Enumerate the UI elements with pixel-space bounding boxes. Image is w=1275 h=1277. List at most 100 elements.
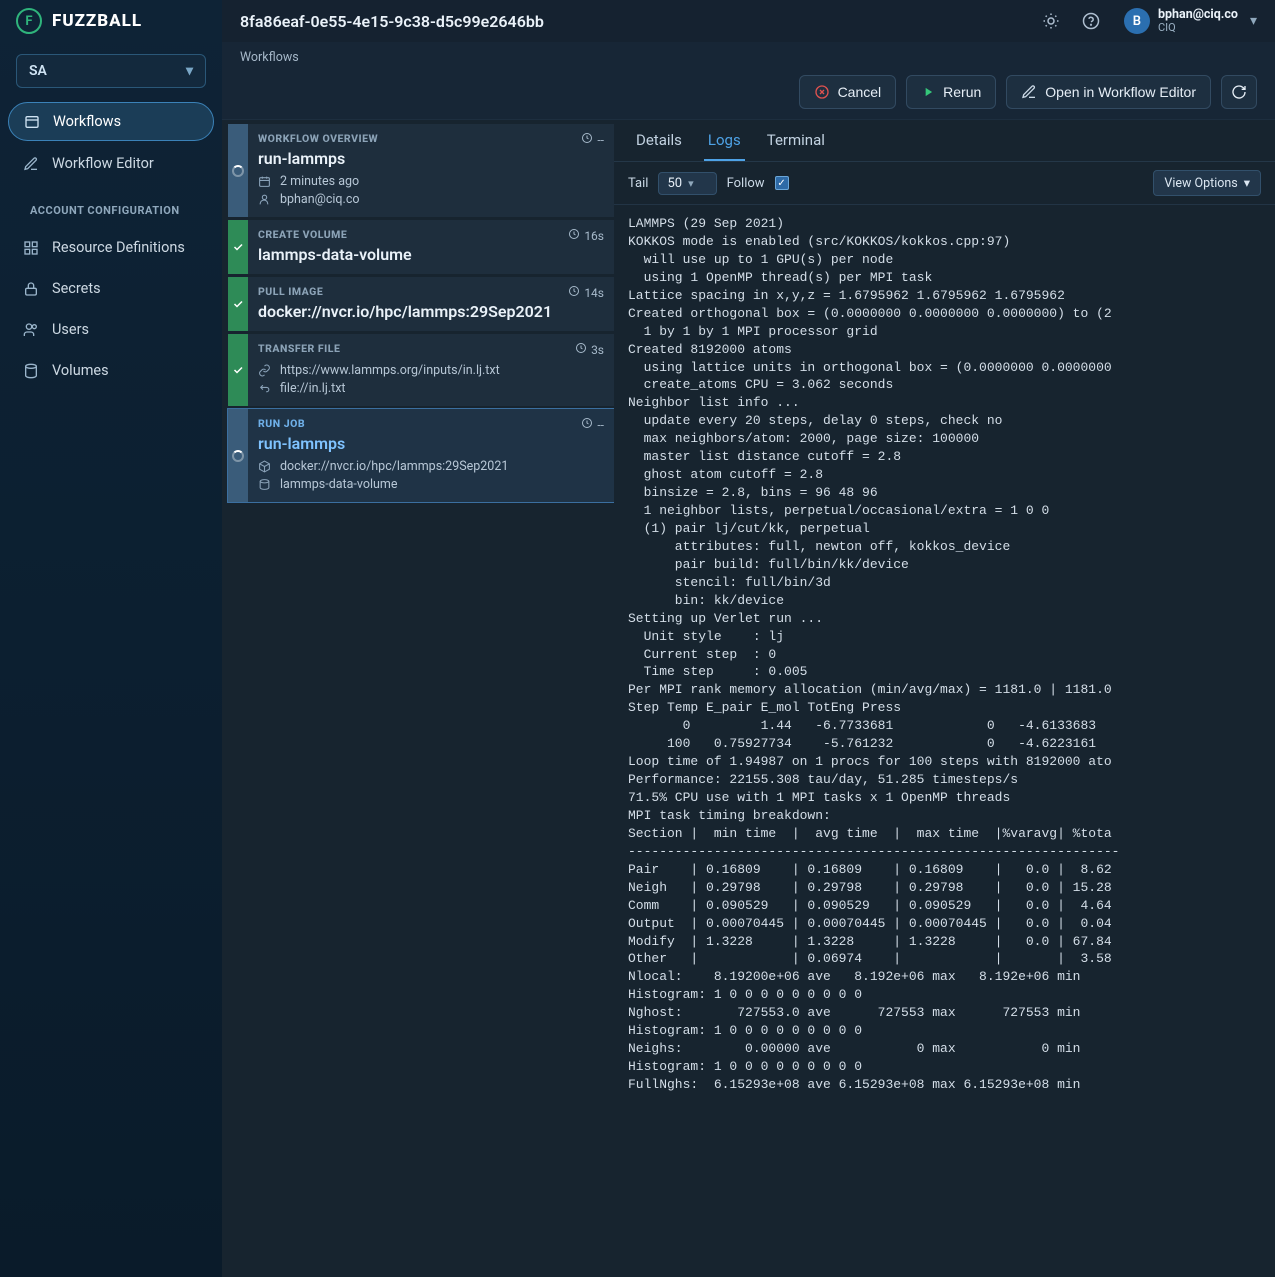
sidebar-item-workflow-editor[interactable]: Workflow Editor: [8, 145, 214, 182]
follow-checkbox[interactable]: ✓: [775, 176, 789, 190]
resources-icon: [22, 240, 40, 256]
step-card[interactable]: RUN JOB--run-lammpsdocker://nvcr.io/hpc/…: [228, 409, 614, 502]
step-meta-row: file://in.lj.txt: [258, 381, 604, 396]
status-done-icon: [228, 334, 248, 406]
detail-panel: Details Logs Terminal Tail 50 ▾ Follow ✓…: [614, 120, 1275, 1277]
step-meta: docker://nvcr.io/hpc/lammps:29Sep2021 lam…: [258, 459, 604, 492]
sidebar-item-label: Workflow Editor: [52, 155, 154, 172]
log-toolbar: Tail 50 ▾ Follow ✓ View Options ▾: [614, 162, 1275, 205]
return-icon: [258, 382, 272, 395]
link-icon: [258, 364, 272, 377]
status-running-icon: [228, 409, 248, 502]
org-selector[interactable]: SA ▾: [16, 54, 206, 88]
disk-icon: [258, 478, 272, 491]
step-kind: PULL IMAGE: [258, 285, 323, 298]
steps-panel: WORKFLOW OVERVIEW--run-lammps2 minutes a…: [222, 120, 614, 1277]
view-options-button[interactable]: View Options ▾: [1153, 170, 1261, 196]
logo-mark-icon: F: [16, 8, 42, 34]
step-body: PULL IMAGE 14s docker://nvcr.io/hpc/lammps…: [248, 277, 614, 331]
step-card[interactable]: CREATE VOLUME16slammps-data-volume: [228, 220, 614, 274]
step-card[interactable]: WORKFLOW OVERVIEW--run-lammps2 minutes a…: [228, 124, 614, 217]
step-meta-text: bphan@ciq.co: [280, 192, 360, 207]
clock-icon: [581, 132, 593, 147]
step-title: run-lammps: [258, 434, 604, 453]
step-title: docker://nvcr.io/hpc/lammps:29Sep2021: [258, 302, 604, 321]
step-card[interactable]: PULL IMAGE 14s docker://nvcr.io/hpc/lammps…: [228, 277, 614, 331]
step-title: run-lammps: [258, 149, 604, 168]
play-icon: [921, 85, 935, 99]
status-done-icon: [228, 220, 248, 274]
rerun-button[interactable]: Rerun: [906, 75, 996, 109]
nav-section-label: ACCOUNT CONFIGURATION: [8, 186, 214, 225]
step-meta-row: bphan@ciq.co: [258, 192, 604, 207]
sidebar-item-label: Users: [52, 321, 89, 338]
sidebar-item-volumes[interactable]: Volumes: [8, 352, 214, 389]
sidebar-item-secrets[interactable]: Secrets: [8, 270, 214, 307]
status-running-icon: [228, 124, 248, 217]
step-kind: CREATE VOLUME: [258, 228, 347, 241]
brand-logo: F FUZZBALL: [0, 0, 222, 42]
chevron-down-icon: ▾: [1250, 13, 1257, 29]
step-meta-text: lammps-data-volume: [280, 477, 398, 492]
step-meta-row: https://www.lammps.org/inputs/in.lj.txt: [258, 363, 604, 378]
user-org: CIQ: [1158, 22, 1238, 34]
topbar: 8fa86eaf-0e55-4e15-9c38-d5c99e2646bb B b…: [222, 0, 1275, 42]
brand-text: FUZZBALL: [52, 11, 142, 31]
open-editor-button[interactable]: Open in Workflow Editor: [1006, 75, 1211, 109]
button-label: Open in Workflow Editor: [1045, 84, 1196, 100]
lock-icon: [22, 281, 40, 297]
tail-label: Tail: [628, 176, 648, 191]
breadcrumb[interactable]: Workflows: [240, 50, 1257, 65]
detail-tabs: Details Logs Terminal: [614, 120, 1275, 162]
tail-select[interactable]: 50 ▾: [658, 172, 716, 195]
view-options-label: View Options: [1164, 176, 1237, 191]
step-kind: WORKFLOW OVERVIEW: [258, 132, 378, 145]
help-icon[interactable]: [1078, 8, 1104, 34]
clock-icon: [568, 285, 580, 300]
step-kind: TRANSFER FILE: [258, 342, 340, 355]
workflows-icon: [23, 114, 41, 130]
follow-label: Follow: [727, 176, 765, 191]
log-output: LAMMPS (29 Sep 2021) KOKKOS mode is enab…: [614, 205, 1275, 1277]
cancel-button[interactable]: Cancel: [799, 75, 897, 109]
tail-value: 50: [667, 176, 682, 191]
step-kind: RUN JOB: [258, 417, 305, 430]
tab-terminal[interactable]: Terminal: [763, 121, 829, 161]
step-body: TRANSFER FILE3shttps://www.lammps.org/in…: [248, 334, 614, 406]
editor-icon: [1021, 84, 1037, 100]
chevron-down-icon: ▾: [688, 177, 694, 190]
sidebar-item-label: Workflows: [53, 113, 121, 130]
org-selector-value: SA: [29, 63, 47, 79]
sidebar-item-resource-definitions[interactable]: Resource Definitions: [8, 229, 214, 266]
sidebar-item-users[interactable]: Users: [8, 311, 214, 348]
cube-icon: [258, 460, 272, 473]
clock-icon: [575, 342, 587, 357]
primary-nav: Workflows Workflow Editor ACCOUNT CONFIG…: [0, 102, 222, 389]
users-icon: [22, 322, 40, 338]
sidebar-item-label: Secrets: [52, 280, 101, 297]
step-body: RUN JOB--run-lammpsdocker://nvcr.io/hpc/…: [248, 409, 614, 502]
sidebar-item-label: Resource Definitions: [52, 239, 185, 256]
button-label: Cancel: [838, 84, 882, 100]
step-duration: 16s: [568, 228, 604, 243]
step-body: CREATE VOLUME16slammps-data-volume: [248, 220, 614, 274]
refresh-button[interactable]: [1221, 75, 1257, 109]
editor-icon: [22, 156, 40, 172]
step-duration: 14s: [568, 285, 604, 300]
subheader: Workflows Cancel Rerun: [222, 42, 1275, 120]
log-text: LAMMPS (29 Sep 2021) KOKKOS mode is enab…: [628, 215, 1275, 1094]
step-meta-row: docker://nvcr.io/hpc/lammps:29Sep2021: [258, 459, 604, 474]
step-meta-text: docker://nvcr.io/hpc/lammps:29Sep2021: [280, 459, 508, 474]
step-meta-row: lammps-data-volume: [258, 477, 604, 492]
user-email: bphan@ciq.co: [1158, 8, 1238, 22]
theme-toggle-icon[interactable]: [1038, 8, 1064, 34]
user-menu[interactable]: B bphan@ciq.co CIQ ▾: [1124, 8, 1257, 34]
status-done-icon: [228, 277, 248, 331]
tab-details[interactable]: Details: [632, 121, 686, 161]
clock-icon: [581, 417, 593, 432]
tab-logs[interactable]: Logs: [704, 121, 745, 161]
cancel-icon: [814, 84, 830, 100]
sidebar-item-workflows[interactable]: Workflows: [8, 102, 214, 141]
step-meta-row: 2 minutes ago: [258, 174, 604, 189]
step-card[interactable]: TRANSFER FILE3shttps://www.lammps.org/in…: [228, 334, 614, 406]
